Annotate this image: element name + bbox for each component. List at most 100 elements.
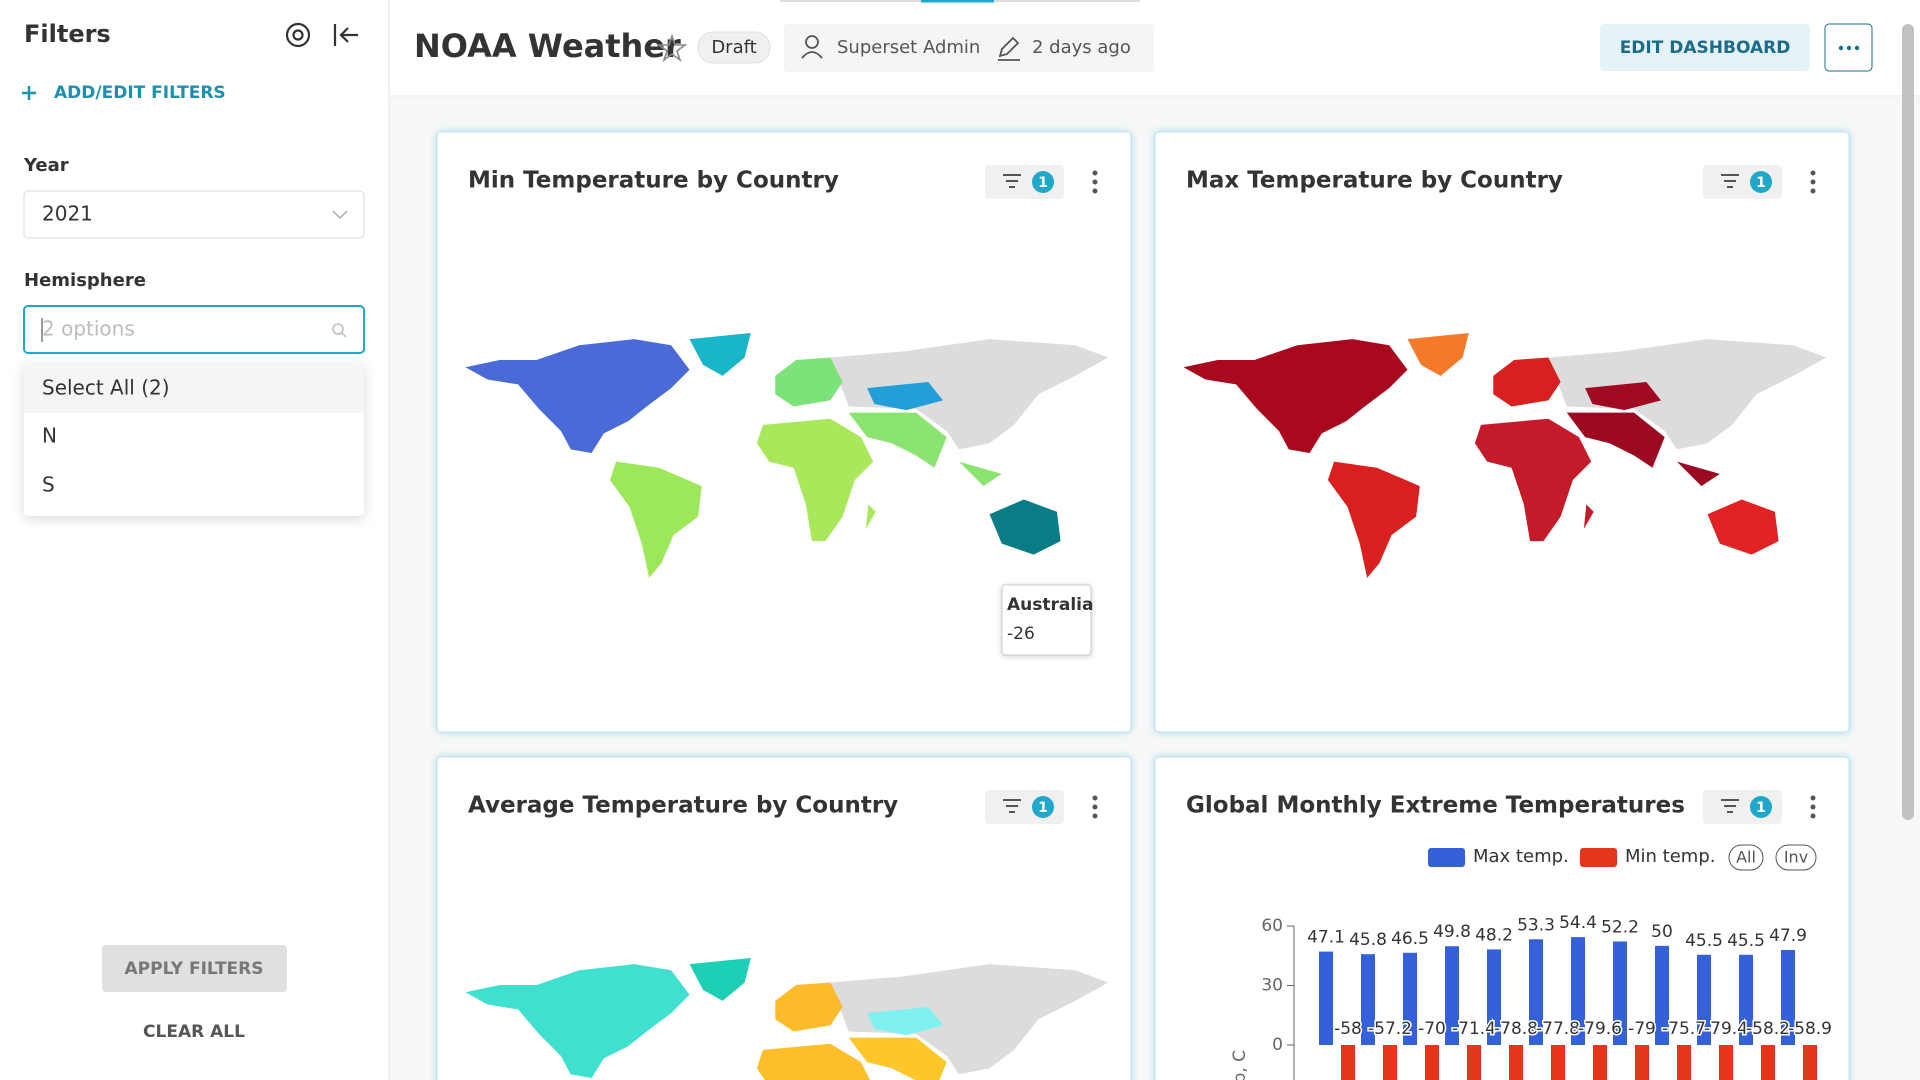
bar bbox=[1551, 1045, 1565, 1080]
bar bbox=[1341, 1045, 1355, 1080]
option[interactable]: N bbox=[42, 424, 57, 448]
scrollbar[interactable] bbox=[1902, 24, 1914, 820]
apply-label: APPLY FILTERS bbox=[125, 959, 264, 979]
collapse-icon[interactable] bbox=[333, 24, 358, 46]
legend-button[interactable] bbox=[1728, 844, 1764, 871]
dropdown-active bbox=[24, 364, 364, 413]
year-value: 2021 bbox=[42, 202, 93, 226]
bar bbox=[1593, 1045, 1607, 1080]
dashboard-title: NOAA Weather bbox=[414, 27, 681, 65]
chevron bbox=[332, 210, 348, 220]
kebab-dot[interactable] bbox=[1810, 170, 1816, 176]
placeholder: 2 options bbox=[42, 317, 135, 341]
badge-dot bbox=[1750, 171, 1772, 193]
status: Draft bbox=[711, 37, 756, 58]
edit-dashboard-label: EDIT DASHBOARD bbox=[1620, 38, 1791, 58]
meta-box bbox=[784, 24, 1154, 72]
legend-swatch[interactable] bbox=[1580, 848, 1617, 867]
value-label: -58.2 bbox=[1746, 1019, 1790, 1039]
search-icon bbox=[332, 323, 347, 338]
value-label: 45.5 bbox=[1727, 931, 1765, 951]
kebab-dot[interactable] bbox=[1092, 179, 1098, 185]
y-tick-label: 60 bbox=[1261, 916, 1283, 936]
bar bbox=[1403, 952, 1417, 1045]
modified: 2 days ago bbox=[1032, 37, 1131, 58]
sidebar-title: Filters bbox=[24, 20, 111, 48]
kebab-dot[interactable] bbox=[1810, 188, 1816, 194]
bar bbox=[1781, 949, 1795, 1045]
more-dots bbox=[1838, 45, 1860, 51]
panel-title: Max Temperature by Country bbox=[1186, 168, 1563, 194]
value-label: -79.6 bbox=[1578, 1019, 1622, 1039]
kebab-dot[interactable] bbox=[1092, 813, 1098, 819]
value-label: -79.4 bbox=[1704, 1019, 1748, 1039]
add-icon[interactable] bbox=[22, 86, 36, 100]
y-tick-label: 30 bbox=[1261, 976, 1283, 996]
value-label: 47.9 bbox=[1769, 926, 1807, 946]
edit-dashboard-button[interactable] bbox=[1600, 24, 1810, 71]
favorite-star[interactable] bbox=[656, 33, 688, 63]
bar bbox=[1697, 954, 1711, 1045]
sidebar bbox=[0, 0, 389, 1080]
settings-icon[interactable] bbox=[285, 22, 311, 48]
badge-dot bbox=[1032, 796, 1054, 818]
clear-button[interactable]: CLEAR ALL bbox=[143, 1022, 245, 1042]
bar bbox=[1319, 951, 1333, 1045]
option[interactable]: Select All (2) bbox=[42, 376, 170, 400]
bar bbox=[1635, 1045, 1649, 1080]
bar bbox=[1739, 954, 1753, 1045]
bar bbox=[1719, 1045, 1733, 1080]
panel-title: Min Temperature by Country bbox=[468, 168, 839, 194]
user-icon bbox=[801, 35, 823, 59]
value-label: -71.4 bbox=[1452, 1019, 1496, 1039]
bar bbox=[1529, 939, 1543, 1045]
badge-count: 1 bbox=[1756, 800, 1766, 816]
legend-swatch[interactable] bbox=[1428, 848, 1465, 867]
tooltip-value: -26 bbox=[1007, 624, 1035, 644]
extreme-temp-chart: 0 30 60 Temp, C 47.145.846.549.848.253.354.4… bbox=[1230, 844, 1834, 1080]
year-select[interactable] bbox=[23, 190, 365, 239]
kebab-dot[interactable] bbox=[1092, 188, 1098, 194]
badge-dot bbox=[1750, 796, 1772, 818]
bar bbox=[1677, 1045, 1691, 1080]
bar bbox=[1761, 1045, 1775, 1080]
badge-dot bbox=[1032, 171, 1054, 193]
tooltip-label: Australia bbox=[1007, 595, 1094, 615]
option[interactable]: S bbox=[42, 473, 55, 497]
bar bbox=[1445, 946, 1459, 1045]
tooltip bbox=[1001, 584, 1092, 656]
kebab-dot[interactable] bbox=[1810, 795, 1816, 801]
bar bbox=[1509, 1045, 1523, 1080]
value-label: 47.1 bbox=[1307, 928, 1345, 948]
kebab-dot[interactable] bbox=[1810, 813, 1816, 819]
legend-button-label: Inv bbox=[1784, 848, 1808, 867]
legend-button[interactable] bbox=[1775, 844, 1817, 871]
value-label: 48.2 bbox=[1475, 925, 1513, 945]
filter-label: Hemisphere bbox=[24, 270, 146, 291]
y-axis-label: Temp, C bbox=[1230, 1050, 1250, 1080]
hemisphere-input[interactable] bbox=[23, 305, 365, 354]
kebab-dot[interactable] bbox=[1092, 804, 1098, 810]
legend-label[interactable]: Max temp. bbox=[1473, 846, 1569, 867]
edit-icon bbox=[998, 36, 1020, 61]
value-label: 45.8 bbox=[1349, 930, 1387, 950]
bar bbox=[1571, 937, 1585, 1045]
value-label: 46.5 bbox=[1391, 929, 1429, 949]
value-label: -78.8 bbox=[1494, 1019, 1538, 1039]
kebab-dot[interactable] bbox=[1092, 170, 1098, 176]
legend-label[interactable]: Min temp. bbox=[1625, 846, 1715, 867]
kebab-dot[interactable] bbox=[1810, 179, 1816, 185]
legend-button-label: All bbox=[1736, 848, 1756, 867]
add-filters-link[interactable]: ADD/EDIT FILTERS bbox=[54, 83, 226, 103]
panel-title: Global Monthly Extreme Temperatures bbox=[1186, 793, 1685, 819]
kebab-dot[interactable] bbox=[1810, 804, 1816, 810]
kebab-dot[interactable] bbox=[1092, 795, 1098, 801]
bar bbox=[1383, 1045, 1397, 1080]
value-label: -79 bbox=[1628, 1019, 1656, 1039]
apply-button[interactable] bbox=[102, 945, 287, 992]
status-pill[interactable] bbox=[697, 31, 771, 64]
value-label: -75.7 bbox=[1662, 1019, 1706, 1039]
value-label: 45.5 bbox=[1685, 931, 1723, 951]
